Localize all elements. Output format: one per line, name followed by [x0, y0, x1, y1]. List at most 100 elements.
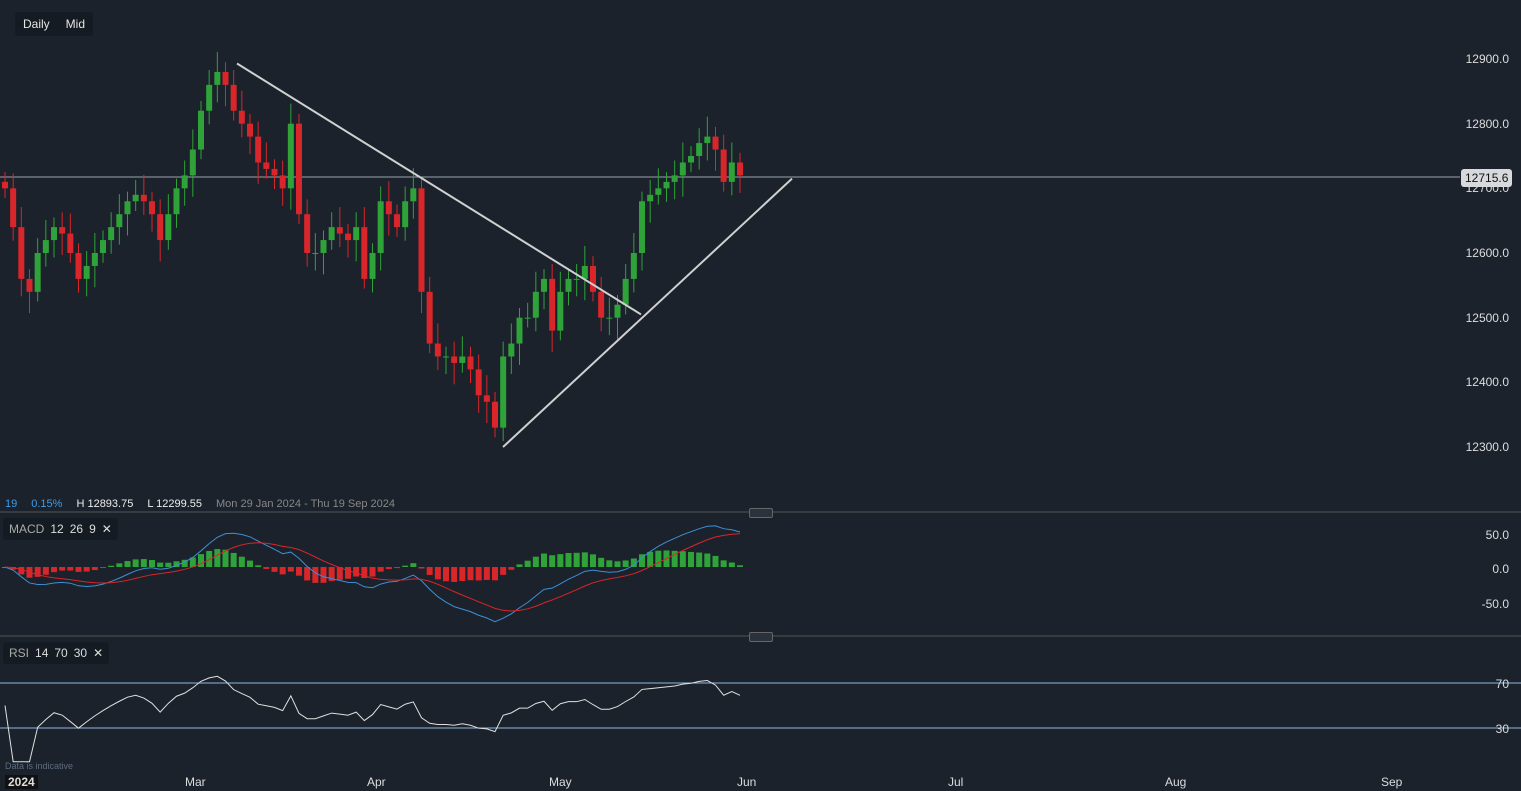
macd-histogram-bar: [42, 567, 49, 575]
macd-histogram-bar: [459, 567, 466, 581]
macd-histogram-bar: [573, 552, 580, 567]
macd-histogram-bar: [606, 560, 613, 567]
candle-body: [492, 401, 498, 428]
macd-histogram-bar: [418, 567, 425, 569]
candle-body: [296, 123, 302, 215]
candle-body: [2, 181, 8, 189]
macd-histogram-bar: [67, 567, 74, 571]
macd-histogram-bar: [18, 567, 25, 575]
interval-button[interactable]: Daily: [23, 17, 50, 31]
macd-histogram-bar: [296, 567, 302, 576]
candle-body: [647, 194, 654, 202]
y-tick: 12300.0: [1465, 440, 1509, 455]
candle-body: [189, 149, 196, 176]
x-tick: Jun: [737, 775, 757, 789]
rsi-name: RSI: [9, 646, 30, 660]
y-tick: 12400.0: [1465, 375, 1509, 390]
macd-histogram-bar: [100, 567, 106, 569]
macd-line: [4, 525, 741, 623]
macd-tick: 50.0: [1485, 528, 1509, 542]
candle-body: [565, 278, 572, 292]
macd-histogram-bar: [549, 555, 556, 567]
candle-body: [140, 194, 147, 202]
candle-body: [353, 227, 360, 241]
current-price-label: 12715.6: [1461, 169, 1513, 187]
macd-histogram-bar: [165, 562, 172, 567]
macd-histogram-bar: [443, 567, 449, 582]
candle-body: [737, 162, 743, 176]
macd-histogram-bar: [557, 554, 564, 567]
macd-histogram-bar: [712, 555, 719, 567]
candle-body: [18, 227, 25, 279]
macd-histogram-bar: [410, 563, 417, 567]
candle-body: [606, 317, 613, 319]
candle-body: [173, 188, 180, 215]
candle-body: [467, 356, 474, 370]
macd-histogram-bar: [475, 567, 482, 581]
candle-body: [271, 168, 278, 176]
macd-histogram-bar: [206, 550, 213, 567]
pane-resize-handle[interactable]: [749, 508, 773, 518]
macd-histogram-bar: [532, 556, 539, 567]
candle-body: [67, 233, 74, 254]
macd-histogram-bar: [157, 562, 164, 567]
macd-histogram-bar: [263, 567, 270, 569]
macd-histogram-bar: [467, 567, 474, 581]
candle-body: [181, 175, 188, 189]
trendline: [502, 177, 793, 448]
candle-body: [287, 123, 294, 189]
candle-body: [590, 265, 596, 292]
candle-body: [312, 253, 319, 255]
macd-histogram-bar: [214, 549, 221, 567]
pane-resize-handle[interactable]: [749, 632, 773, 642]
candle-body: [581, 265, 588, 279]
macd-histogram-bar: [304, 567, 311, 581]
x-tick: Mar: [185, 775, 206, 789]
candle-body: [532, 291, 539, 318]
rsi-label: RSI 14 70 30 ✕: [3, 642, 110, 664]
x-tick: 2024: [5, 775, 38, 789]
macd-histogram-bar: [345, 567, 351, 579]
rsi-p3: 30: [73, 646, 88, 660]
macd-histogram-bar: [590, 554, 596, 567]
macd-histogram-bar: [140, 559, 147, 567]
candle-body: [304, 214, 311, 254]
close-icon[interactable]: ✕: [93, 646, 104, 660]
high: H 12893.75: [76, 498, 134, 510]
x-tick: Apr: [367, 775, 386, 789]
rsi-p2: 70: [54, 646, 68, 660]
macd-histogram-bar: [108, 565, 115, 567]
macd-histogram-bar: [516, 564, 523, 567]
macd-histogram-bar: [639, 554, 645, 567]
macd-histogram-bar: [614, 561, 621, 567]
candle-body: [108, 227, 115, 241]
macd-histogram-bar: [483, 567, 490, 580]
candle-body: [475, 369, 482, 396]
macd-p1: 12: [50, 522, 64, 536]
candle-body: [459, 356, 466, 363]
macd-histogram-bar: [630, 558, 637, 567]
candle-body: [671, 175, 678, 182]
macd-tick: -50.0: [1481, 597, 1509, 611]
macd-histogram-bar: [247, 560, 253, 567]
candle-body: [639, 201, 645, 254]
y-tick: 12600.0: [1465, 246, 1509, 260]
macd-histogram-bar: [402, 565, 409, 567]
candle-body: [26, 278, 33, 292]
macd-histogram-bar: [91, 567, 98, 571]
candle-body: [434, 343, 441, 357]
macd-histogram-bar: [524, 560, 531, 567]
candle-body: [377, 201, 384, 254]
candle-body: [100, 240, 106, 254]
close-icon[interactable]: ✕: [101, 522, 112, 536]
macd-histogram-bar: [198, 554, 204, 567]
price-type-button[interactable]: Mid: [65, 17, 86, 31]
macd-histogram-bar: [238, 556, 245, 567]
candle-body: [59, 227, 66, 234]
disclaimer: Data is indicative: [5, 761, 74, 771]
macd-histogram-bar: [500, 567, 507, 575]
candle-body: [549, 278, 556, 331]
rsi-tick: 30: [1495, 722, 1509, 736]
candle-body: [394, 214, 400, 228]
